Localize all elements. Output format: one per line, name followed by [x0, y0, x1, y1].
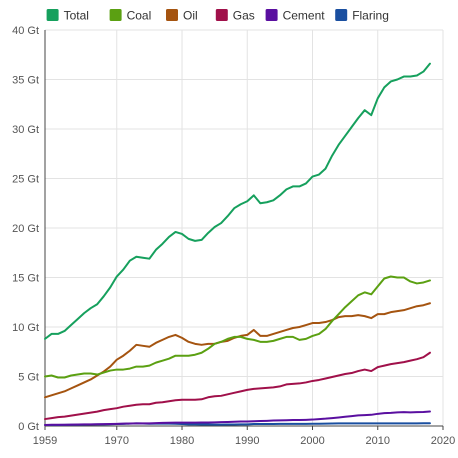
- legend-swatch: [215, 9, 228, 21]
- chart-legend: Total Coal Oil Gas Cement Flaring: [46, 9, 389, 23]
- series-line-gas: [44, 351, 431, 421]
- legend-label: Cement: [283, 9, 326, 23]
- y-tick-label: 20 Gt: [12, 223, 39, 235]
- series-line-total: [44, 62, 431, 340]
- x-tick-label: 2010: [366, 435, 390, 447]
- legend-label: Gas: [233, 9, 255, 23]
- chart-gridlines: [44, 29, 444, 427]
- x-tick-label: 1990: [235, 435, 259, 447]
- legend-swatch: [166, 9, 178, 21]
- legend-label: Coal: [127, 9, 152, 23]
- series-line-coal: [44, 275, 431, 379]
- y-tick-label: 10 Gt: [12, 322, 39, 334]
- legend-item-cement[interactable]: Cement: [265, 9, 326, 23]
- x-tick-label: 2000: [300, 435, 324, 447]
- series-line-oil: [44, 302, 431, 399]
- x-tick-label: 1980: [170, 435, 194, 447]
- y-tick-label: 15 Gt: [12, 273, 39, 285]
- y-tick-label: 40 Gt: [12, 25, 39, 37]
- legend-item-total[interactable]: Total: [46, 9, 89, 23]
- legend-swatch: [335, 9, 348, 21]
- x-tick-label: 2020: [431, 435, 455, 447]
- series-line-cement: [44, 410, 431, 427]
- legend-label: Oil: [183, 9, 198, 23]
- y-axis-ticks: 0 Gt 5 Gt 10 Gt 15 Gt 20 Gt 25 Gt 30 Gt 35 Gt 40…: [12, 25, 39, 433]
- legend-item-coal[interactable]: Coal: [109, 9, 152, 23]
- legend-item-gas[interactable]: Gas: [215, 9, 255, 23]
- legend-item-flaring[interactable]: Flaring: [335, 9, 389, 23]
- y-tick-label: 25 Gt: [12, 174, 39, 186]
- y-tick-label: 0 Gt: [18, 421, 39, 433]
- y-tick-label: 35 Gt: [12, 75, 39, 87]
- legend-swatch: [109, 9, 122, 21]
- legend-swatch: [46, 9, 59, 21]
- legend-item-oil[interactable]: Oil: [166, 9, 198, 23]
- x-axis-ticks: 1959 1970 1980 1990 2000 2010 2020: [33, 426, 455, 447]
- y-tick-label: 5 Gt: [18, 372, 39, 384]
- legend-label: Flaring: [352, 9, 389, 23]
- legend-swatch: [265, 9, 278, 21]
- legend-label: Total: [64, 9, 89, 23]
- x-tick-label: 1959: [33, 435, 57, 447]
- y-tick-label: 30 Gt: [12, 124, 39, 136]
- x-tick-label: 1970: [105, 435, 129, 447]
- chart-series-lines: [44, 62, 431, 427]
